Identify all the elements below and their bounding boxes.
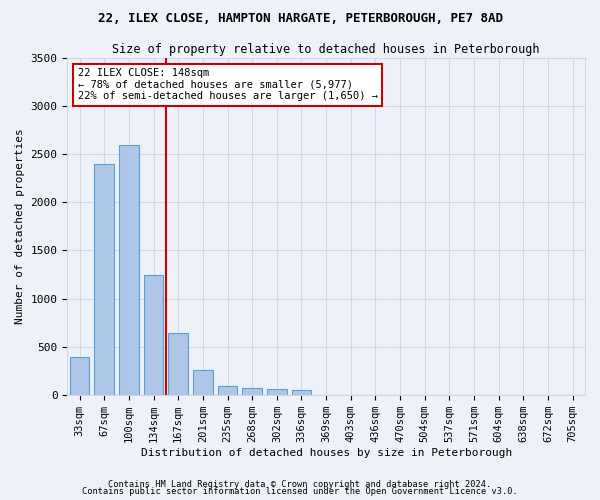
Bar <box>267 389 287 394</box>
Bar <box>144 276 163 394</box>
Text: Contains HM Land Registry data © Crown copyright and database right 2024.: Contains HM Land Registry data © Crown c… <box>109 480 491 489</box>
X-axis label: Distribution of detached houses by size in Peterborough: Distribution of detached houses by size … <box>140 448 512 458</box>
Bar <box>193 370 213 394</box>
Bar <box>218 386 238 394</box>
Bar <box>94 164 114 394</box>
Text: 22 ILEX CLOSE: 148sqm
← 78% of detached houses are smaller (5,977)
22% of semi-d: 22 ILEX CLOSE: 148sqm ← 78% of detached … <box>77 68 377 102</box>
Y-axis label: Number of detached properties: Number of detached properties <box>15 128 25 324</box>
Bar <box>292 390 311 394</box>
Bar <box>242 388 262 394</box>
Bar <box>70 357 89 395</box>
Text: 22, ILEX CLOSE, HAMPTON HARGATE, PETERBOROUGH, PE7 8AD: 22, ILEX CLOSE, HAMPTON HARGATE, PETERBO… <box>97 12 503 26</box>
Title: Size of property relative to detached houses in Peterborough: Size of property relative to detached ho… <box>112 42 540 56</box>
Text: Contains public sector information licensed under the Open Government Licence v3: Contains public sector information licen… <box>82 488 518 496</box>
Bar <box>169 333 188 394</box>
Bar <box>119 144 139 394</box>
